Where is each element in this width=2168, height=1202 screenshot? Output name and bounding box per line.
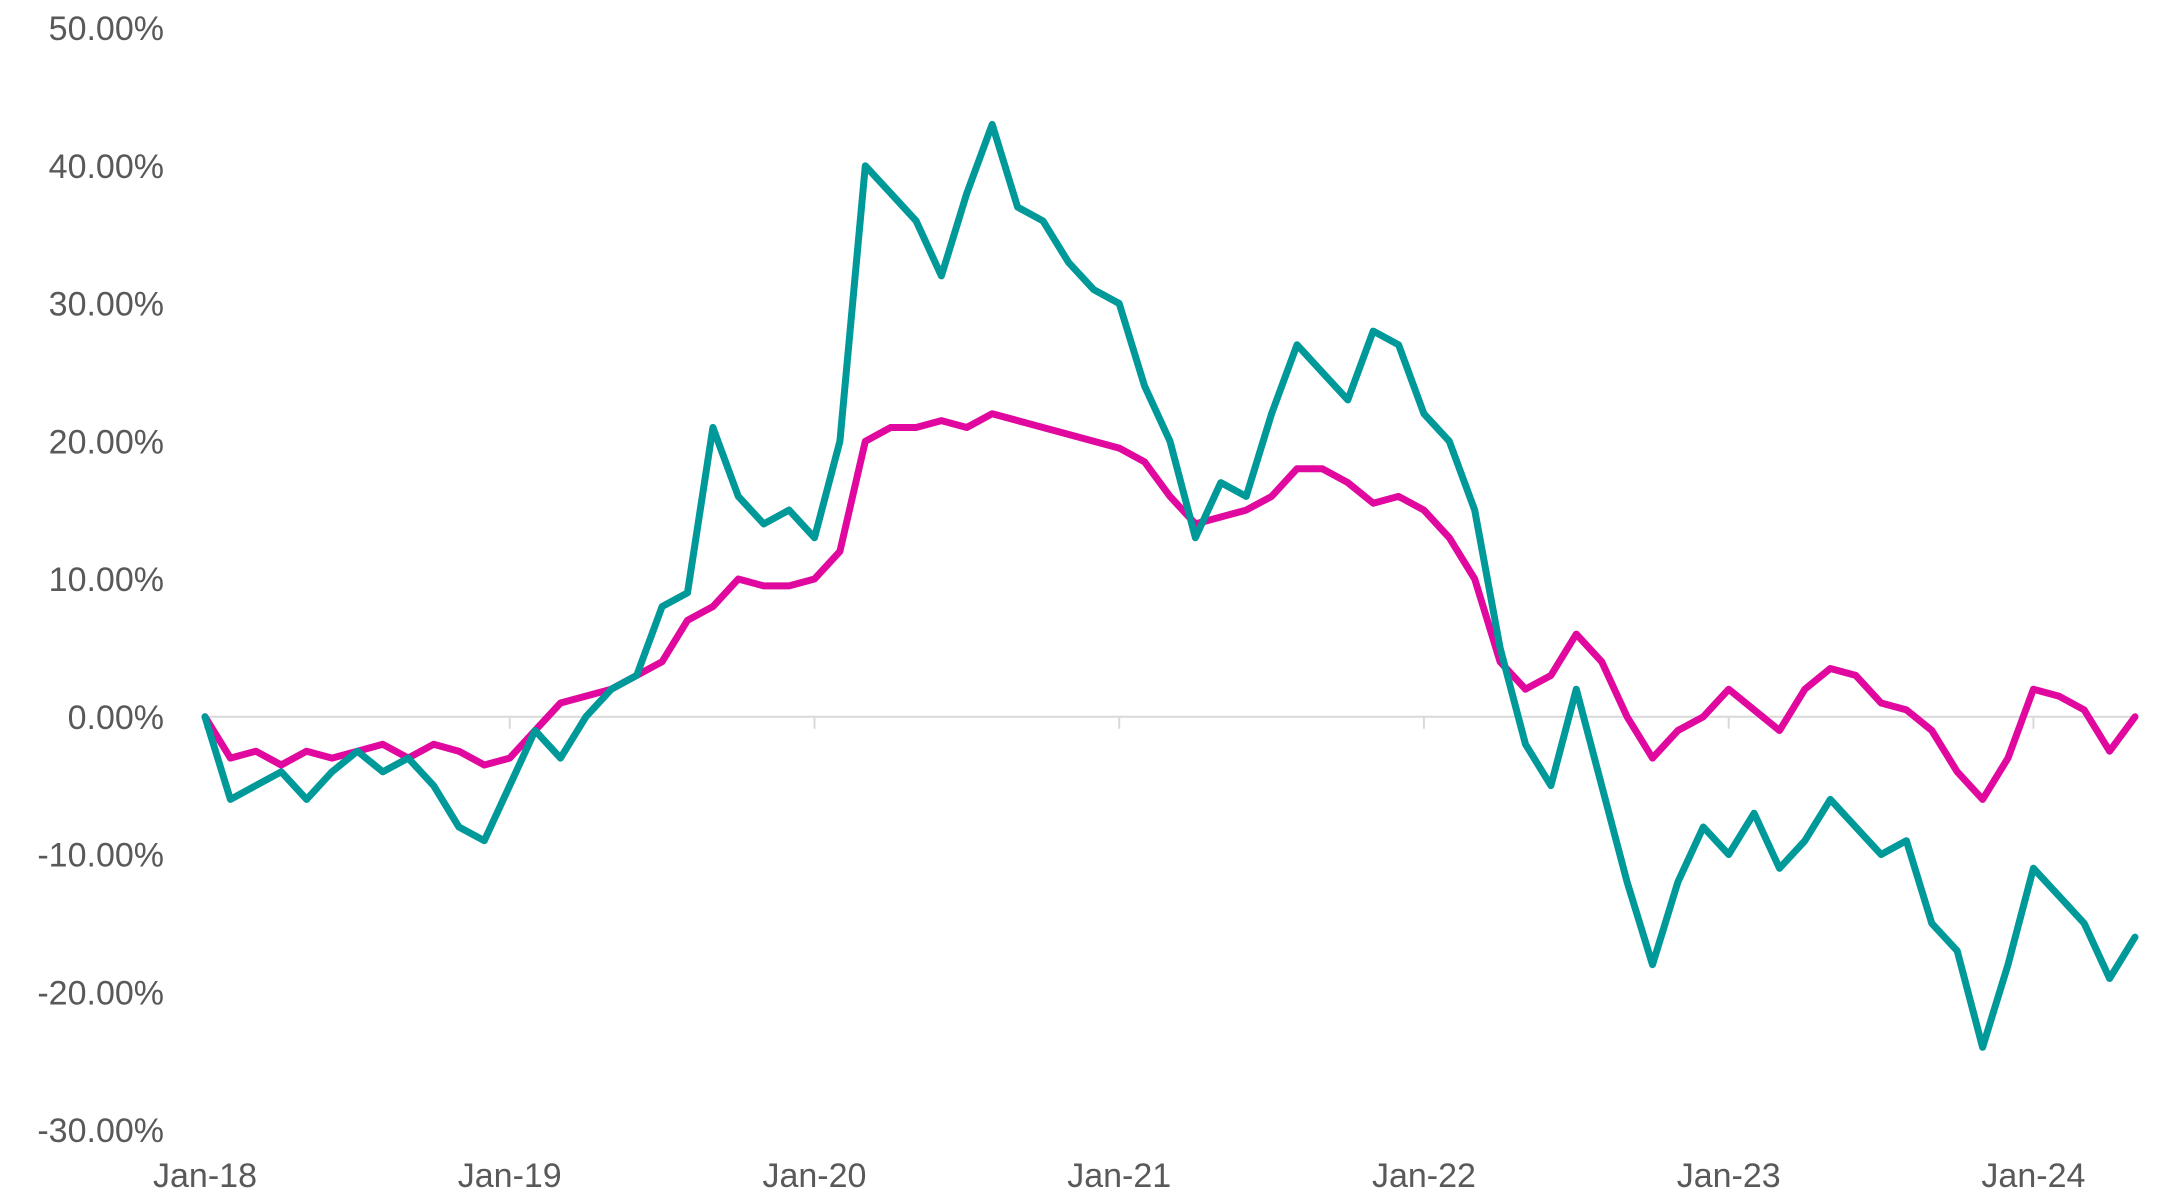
y-tick-labels: 50.00% 40.00% 30.00% 20.00% 10.00% 0.00% -10.0… (37, 10, 164, 1150)
x-tick-label: Jan-24 (1981, 1157, 2085, 1195)
x-tick-label: Jan-23 (1677, 1157, 1781, 1195)
y-tick-label: 0.00% (68, 699, 164, 737)
y-tick-label: -20.00% (37, 974, 164, 1012)
zero-axis (204, 715, 2135, 729)
x-tick-label: Jan-22 (1372, 1157, 1476, 1195)
x-tick-labels: Jan-18 Jan-19 Jan-20 Jan-21 Jan-22 Jan-23 Jan-… (153, 1157, 2085, 1195)
y-tick-label: 30.00% (49, 286, 164, 324)
y-tick-label: 10.00% (49, 561, 164, 599)
x-tick-label: Jan-18 (153, 1157, 257, 1195)
y-tick-label: -30.00% (37, 1112, 164, 1150)
y-tick-label: 20.00% (49, 423, 164, 461)
x-tick-label: Jan-19 (458, 1157, 562, 1195)
y-tick-label: 50.00% (49, 10, 164, 48)
x-tick-label: Jan-20 (762, 1157, 866, 1195)
series-group (201, 120, 2139, 1051)
series-line-1 (201, 410, 2139, 803)
series-line-2 (201, 120, 2139, 1051)
y-tick-label: 40.00% (49, 148, 164, 186)
y-tick-label: -10.00% (37, 837, 164, 875)
x-tick-label: Jan-21 (1067, 1157, 1171, 1195)
